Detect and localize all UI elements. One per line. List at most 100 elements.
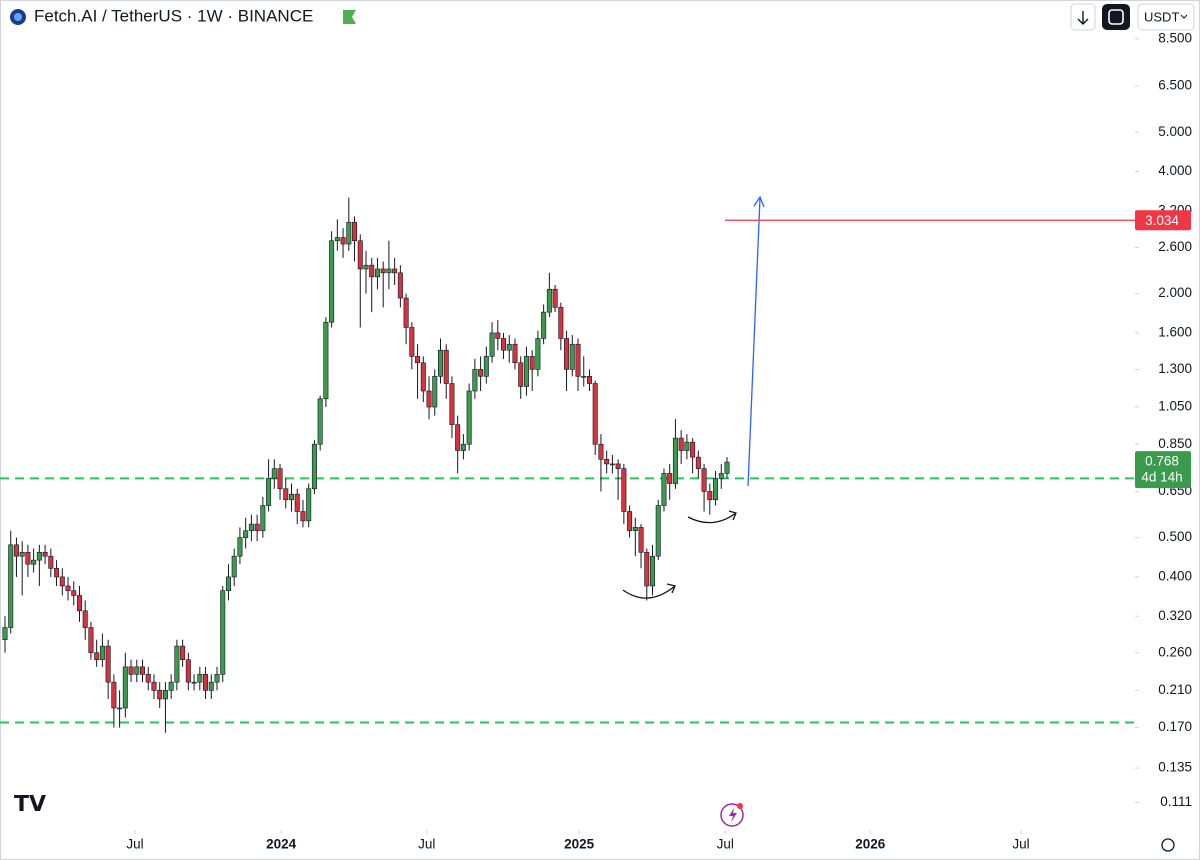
candle-body — [157, 690, 163, 700]
candle-body — [76, 595, 82, 612]
x-tick-label: Jul — [1012, 837, 1029, 852]
chevron — [1180, 14, 1188, 19]
candle-body — [168, 681, 174, 691]
candle-body — [180, 645, 186, 660]
currency-button[interactable] — [1137, 3, 1195, 31]
candle-body — [260, 505, 266, 532]
badge — [737, 803, 743, 809]
candle-body — [598, 443, 604, 460]
candle-body — [151, 681, 157, 691]
fullscreen-button[interactable] — [1102, 4, 1130, 30]
candle-body — [518, 362, 524, 387]
candle-body — [661, 473, 667, 506]
candle-body — [266, 478, 272, 506]
candle-body — [684, 441, 690, 451]
candle-body — [8, 544, 14, 628]
candle-body — [94, 652, 100, 660]
candle-body — [82, 610, 88, 628]
candle-body — [174, 645, 180, 683]
y-tick-label: 4.000 — [1158, 163, 1192, 178]
curve-arrow — [622, 583, 676, 599]
candle-body — [695, 456, 701, 469]
candle-body — [334, 237, 340, 242]
chart-title: Fetch.AI / TetherUS · 1W · BINANCE — [34, 6, 313, 25]
candle-body — [300, 511, 306, 522]
candle-body — [323, 321, 329, 400]
candle-body — [145, 674, 151, 683]
candle-body — [672, 437, 678, 484]
candle-body — [386, 268, 392, 274]
currency-label: USDT — [1144, 9, 1179, 24]
candle-body — [277, 468, 283, 490]
candle-body — [552, 288, 558, 308]
candle-body — [59, 576, 65, 587]
candle-body — [529, 356, 535, 370]
symbol-icon — [14, 13, 22, 21]
candle-body — [701, 468, 707, 492]
candle-body — [88, 627, 94, 654]
candle-body — [501, 338, 507, 351]
candle-body — [380, 268, 386, 274]
candle-body — [65, 585, 71, 591]
candle-body — [42, 552, 48, 557]
candle-body — [374, 268, 380, 278]
candle-body — [632, 527, 638, 532]
candle-body — [690, 441, 696, 458]
candle-body — [609, 463, 615, 466]
candle-body — [122, 666, 128, 709]
candle-body — [185, 659, 191, 683]
candle-body — [478, 369, 484, 377]
y-tick-label: 1.300 — [1158, 361, 1192, 376]
candle-body — [231, 555, 237, 578]
candle-body — [54, 568, 60, 578]
candle-body — [638, 527, 644, 553]
candle-body — [71, 590, 77, 596]
x-tick-label: 2026 — [855, 837, 886, 852]
candle-body — [311, 443, 317, 490]
download-icon — [1077, 11, 1089, 25]
candle-body — [99, 645, 105, 660]
candle-body — [36, 552, 42, 561]
candle-body — [472, 369, 478, 392]
arrow-head — [753, 195, 765, 208]
y-tick-label: 0.170 — [1158, 719, 1192, 734]
candle-body — [667, 473, 673, 484]
y-tick-label: 0.111 — [1160, 794, 1192, 809]
candle-body — [243, 530, 249, 538]
target-label-bg — [1135, 210, 1191, 231]
candle-body — [558, 307, 564, 339]
y-tick-label: 0.210 — [1158, 682, 1192, 697]
candle-body — [403, 297, 409, 328]
candle-body — [248, 523, 254, 532]
candle-body — [575, 343, 581, 377]
candle-body — [191, 681, 197, 684]
candle-body — [214, 674, 220, 683]
candle-body — [317, 398, 323, 445]
candle-body — [105, 645, 111, 683]
candle-body — [203, 674, 209, 691]
x-tick-label: Jul — [418, 837, 435, 852]
candle-body — [449, 383, 455, 425]
candle-body — [392, 268, 398, 274]
candle-body — [409, 327, 415, 357]
candle-body — [541, 311, 547, 339]
candle-body — [569, 343, 575, 370]
candle-body — [225, 576, 231, 591]
candle-body — [678, 437, 684, 451]
candle-body — [111, 681, 117, 709]
candle-body — [724, 461, 730, 474]
candle-body — [283, 488, 289, 501]
settings-icon[interactable] — [1161, 838, 1175, 852]
candle-body — [48, 555, 54, 569]
candle-body — [506, 343, 512, 351]
candle-body — [466, 390, 472, 445]
flash-icon[interactable] — [720, 803, 744, 827]
candle-body — [397, 272, 403, 299]
y-tick-label: 6.500 — [1158, 78, 1192, 93]
candle-body — [13, 544, 19, 557]
candle-body — [627, 511, 633, 532]
countdown-label: 4d 14h — [1141, 470, 1182, 485]
y-tick-label: 0.135 — [1158, 760, 1192, 775]
candle-body — [294, 493, 300, 512]
